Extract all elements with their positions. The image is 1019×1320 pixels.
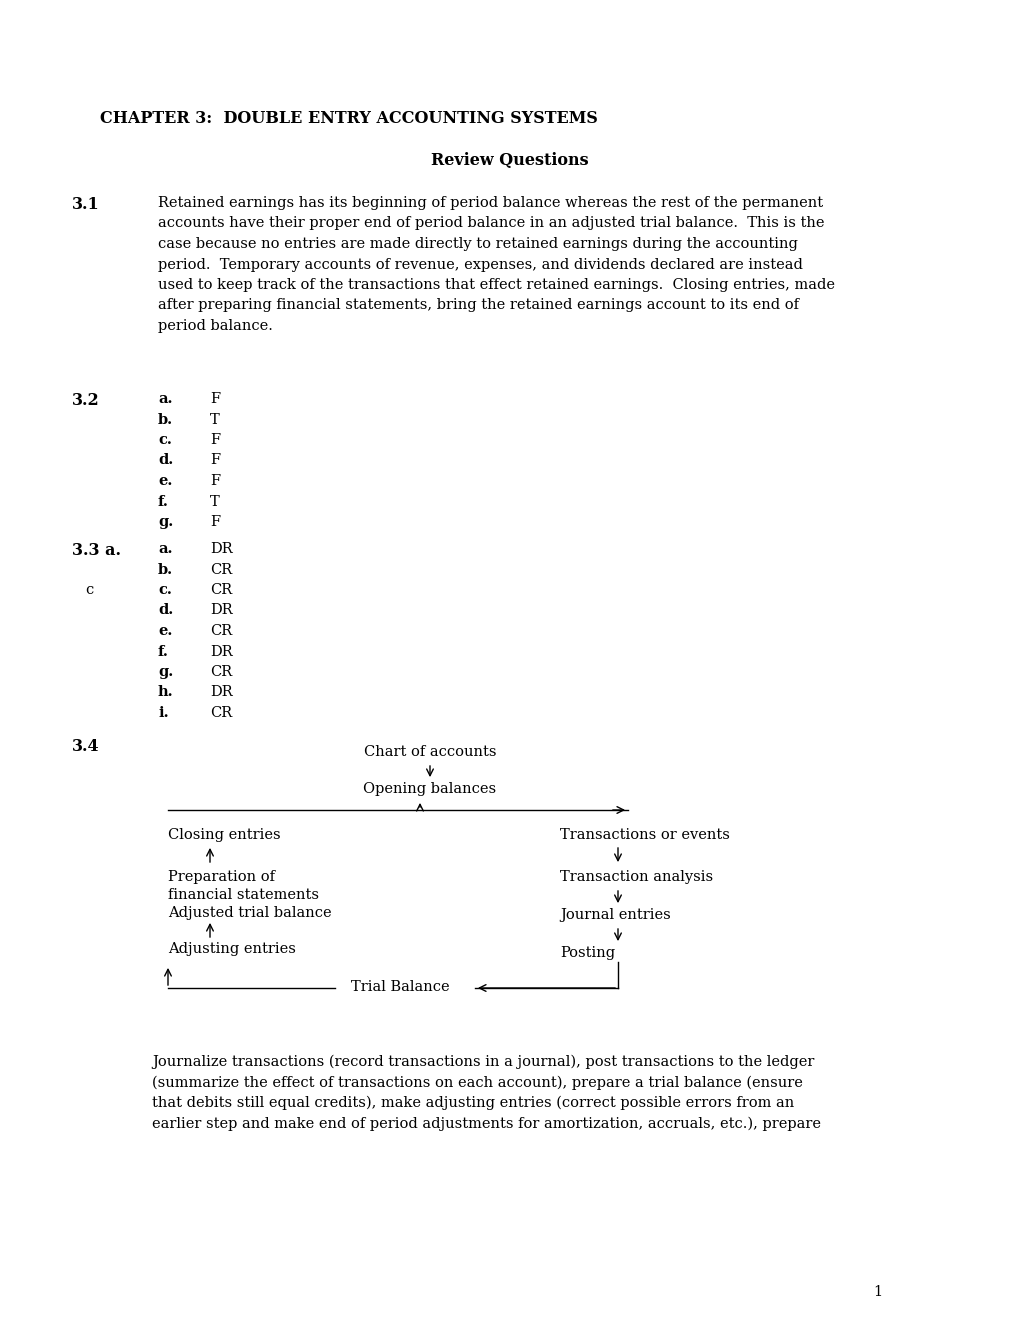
Text: period balance.: period balance. xyxy=(158,319,273,333)
Text: d.: d. xyxy=(158,454,173,467)
Text: Trial Balance: Trial Balance xyxy=(351,979,449,994)
Text: Retained earnings has its beginning of period balance whereas the rest of the pe: Retained earnings has its beginning of p… xyxy=(158,195,822,210)
Text: Transactions or events: Transactions or events xyxy=(559,828,730,842)
Text: DR: DR xyxy=(210,603,232,618)
Text: 3.1: 3.1 xyxy=(72,195,100,213)
Text: F: F xyxy=(210,454,220,467)
Text: Opening balances: Opening balances xyxy=(363,781,496,796)
Text: F: F xyxy=(210,515,220,529)
Text: after preparing financial statements, bring the retained earnings account to its: after preparing financial statements, br… xyxy=(158,298,798,313)
Text: h.: h. xyxy=(158,685,173,700)
Text: earlier step and make end of period adjustments for amortization, accruals, etc.: earlier step and make end of period adju… xyxy=(152,1117,820,1131)
Text: 3.3 a.: 3.3 a. xyxy=(72,543,121,558)
Text: CR: CR xyxy=(210,562,232,577)
Text: f.: f. xyxy=(158,644,169,659)
Text: used to keep track of the transactions that effect retained earnings.  Closing e: used to keep track of the transactions t… xyxy=(158,279,835,292)
Text: F: F xyxy=(210,433,220,447)
Text: that debits still equal credits), make adjusting entries (correct possible error: that debits still equal credits), make a… xyxy=(152,1096,794,1110)
Text: Closing entries: Closing entries xyxy=(168,828,280,842)
Text: c: c xyxy=(85,583,93,597)
Text: F: F xyxy=(210,392,220,407)
Text: T: T xyxy=(210,412,219,426)
Text: financial statements: financial statements xyxy=(168,888,319,902)
Text: DR: DR xyxy=(210,543,232,556)
Text: g.: g. xyxy=(158,515,173,529)
Text: accounts have their proper end of period balance in an adjusted trial balance.  : accounts have their proper end of period… xyxy=(158,216,823,231)
Text: b.: b. xyxy=(158,562,173,577)
Text: Posting: Posting xyxy=(559,946,614,960)
Text: Chart of accounts: Chart of accounts xyxy=(364,744,496,759)
Text: 1: 1 xyxy=(872,1284,881,1299)
Text: Review Questions: Review Questions xyxy=(431,152,588,169)
Text: e.: e. xyxy=(158,624,172,638)
Text: DR: DR xyxy=(210,685,232,700)
Text: F: F xyxy=(210,474,220,488)
Text: CHAPTER 3:  DOUBLE ENTRY ACCOUNTING SYSTEMS: CHAPTER 3: DOUBLE ENTRY ACCOUNTING SYSTE… xyxy=(100,110,597,127)
Text: Preparation of: Preparation of xyxy=(168,870,275,884)
Text: CR: CR xyxy=(210,624,232,638)
Text: f.: f. xyxy=(158,495,169,508)
Text: d.: d. xyxy=(158,603,173,618)
Text: case because no entries are made directly to retained earnings during the accoun: case because no entries are made directl… xyxy=(158,238,797,251)
Text: T: T xyxy=(210,495,219,508)
Text: Transaction analysis: Transaction analysis xyxy=(559,870,712,884)
Text: Journalize transactions (record transactions in a journal), post transactions to: Journalize transactions (record transact… xyxy=(152,1055,813,1069)
Text: 3.2: 3.2 xyxy=(72,392,100,409)
Text: a.: a. xyxy=(158,392,172,407)
Text: CR: CR xyxy=(210,665,232,678)
Text: b.: b. xyxy=(158,412,173,426)
Text: a.: a. xyxy=(158,543,172,556)
Text: g.: g. xyxy=(158,665,173,678)
Text: DR: DR xyxy=(210,644,232,659)
Text: i.: i. xyxy=(158,706,168,719)
Text: Adjusted trial balance: Adjusted trial balance xyxy=(168,906,331,920)
Text: c.: c. xyxy=(158,583,172,597)
Text: e.: e. xyxy=(158,474,172,488)
Text: CR: CR xyxy=(210,706,232,719)
Text: period.  Temporary accounts of revenue, expenses, and dividends declared are ins: period. Temporary accounts of revenue, e… xyxy=(158,257,802,272)
Text: CR: CR xyxy=(210,583,232,597)
Text: (summarize the effect of transactions on each account), prepare a trial balance : (summarize the effect of transactions on… xyxy=(152,1076,802,1090)
Text: Journal entries: Journal entries xyxy=(559,908,671,921)
Text: 3.4: 3.4 xyxy=(72,738,100,755)
Text: Adjusting entries: Adjusting entries xyxy=(168,942,296,956)
Text: c.: c. xyxy=(158,433,172,447)
